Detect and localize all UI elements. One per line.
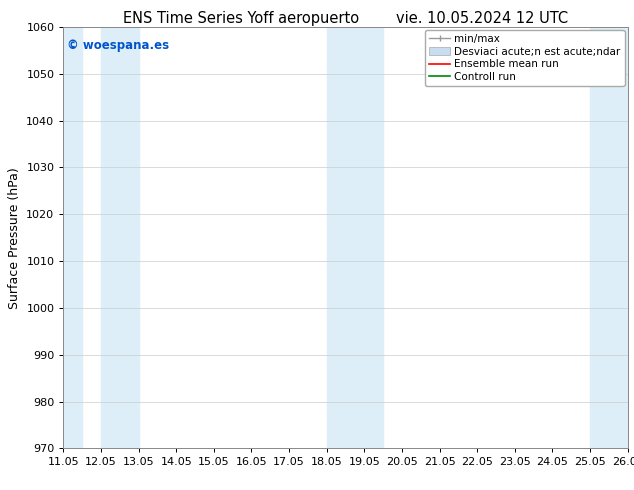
Text: © woespana.es: © woespana.es: [67, 39, 169, 51]
Y-axis label: Surface Pressure (hPa): Surface Pressure (hPa): [8, 167, 21, 309]
Bar: [590, 27, 628, 448]
Legend: min/max, Desviaci acute;n est acute;ndar, Ensemble mean run, Controll run: min/max, Desviaci acute;n est acute;ndar…: [425, 30, 624, 86]
Text: ENS Time Series Yoff aeropuerto: ENS Time Series Yoff aeropuerto: [123, 11, 359, 26]
Text: vie. 10.05.2024 12 UTC: vie. 10.05.2024 12 UTC: [396, 11, 568, 26]
Bar: [101, 27, 139, 448]
Bar: [63, 27, 82, 448]
Bar: [327, 27, 383, 448]
